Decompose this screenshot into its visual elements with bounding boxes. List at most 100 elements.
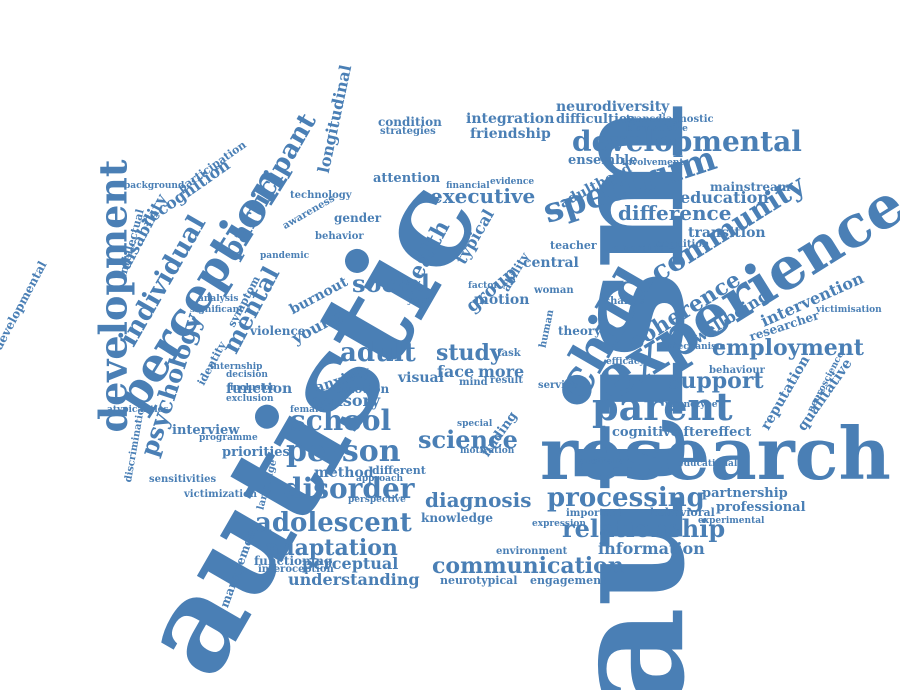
cloud-word-more: more: [478, 362, 525, 381]
cloud-word-knowledge: knowledge: [421, 511, 493, 525]
cloud-word-behavioral: behavioral: [650, 506, 715, 519]
cloud-word-face: face: [437, 362, 475, 381]
cloud-word-approach: approach: [356, 474, 404, 484]
cloud-word-emotion: emotion: [334, 382, 390, 396]
cloud-word-adolescent: adolescent: [255, 508, 412, 538]
cloud-word-partnership: partnership: [702, 486, 788, 501]
cloud-word-neurotypical: neurotypical: [440, 574, 518, 587]
cloud-word-development: development: [90, 159, 136, 433]
cloud-word-evidence: evidence: [490, 177, 535, 187]
cloud-word-woman: woman: [534, 285, 574, 296]
cloud-word-programme: programme: [199, 433, 258, 443]
cloud-word-educational: educational: [678, 459, 738, 469]
cloud-word-result: result: [490, 375, 523, 386]
cloud-word-transition: transition: [688, 225, 766, 241]
cloud-word-internship: internship: [210, 362, 263, 372]
cloud-word-service: service: [538, 380, 578, 391]
cloud-word-visual: visual: [398, 370, 444, 386]
cloud-word-exclusion: exclusion: [226, 394, 274, 404]
cloud-word-task: task: [497, 348, 521, 359]
cloud-word-diagnosis: diagnosis: [425, 488, 532, 512]
cloud-word-experimental: experimental: [698, 516, 765, 526]
cloud-word-factor: factor: [468, 281, 499, 291]
cloud-word-change: change: [604, 296, 645, 307]
cloud-word-social: social: [352, 269, 430, 298]
cloud-word-integration: integration: [466, 111, 555, 127]
cloud-word-sensory: sensory: [312, 391, 381, 410]
cloud-word-method: method: [314, 465, 374, 481]
cloud-word-employment: employment: [712, 335, 864, 361]
cloud-word-environment: environment: [496, 546, 568, 557]
cloud-word-priorities: priorities: [222, 445, 290, 460]
cloud-word-involvement: involvement: [622, 158, 684, 168]
cloud-word-emerging: emerging: [612, 243, 666, 254]
cloud-word-sensitivities: sensitivities: [149, 474, 217, 485]
cloud-word-education: education: [680, 188, 769, 207]
cloud-word-biomedicine: biomedicine: [626, 124, 688, 134]
cloud-word-aftereffect: aftereffect: [675, 425, 752, 440]
cloud-word-behavior: behavior: [315, 231, 364, 242]
cloud-word-condition: condition: [378, 115, 442, 129]
cloud-word-different: different: [372, 464, 426, 477]
cloud-word-year: year: [407, 295, 431, 306]
cloud-word-phenotype: phenotype: [665, 400, 718, 410]
cloud-word-gender: gender: [334, 211, 382, 225]
cloud-word-neurodevelopmental: neurodevelopmental: [0, 258, 50, 388]
cloud-word-atypicalities: atypicalities: [107, 405, 169, 415]
cloud-word-transdiagnostic: transdiagnostic: [626, 114, 714, 125]
cloud-word-adult: adult: [340, 338, 416, 368]
cloud-word-background: background: [124, 181, 185, 191]
cloud-word-female: female: [290, 405, 325, 415]
cloud-word-function: function: [226, 381, 293, 397]
cloud-word-financial: financial: [446, 181, 490, 191]
cloud-word-significant: significant: [190, 305, 244, 315]
cloud-word-expression: expression: [532, 519, 586, 529]
cloud-word-professional: professional: [716, 500, 806, 515]
cloud-word-ensemble: ensemble: [568, 153, 638, 168]
cloud-word-interoception: interoception: [258, 564, 334, 575]
cloud-word-longitudinal: longitudinal: [313, 63, 356, 175]
cloud-word-relationship: relationship: [562, 514, 726, 543]
cloud-word-victimisation: victimisation: [816, 305, 882, 315]
cloud-word-engagement: engagement: [530, 574, 607, 587]
cloud-word-violence: violence: [250, 324, 306, 338]
cloud-word-science: science: [418, 425, 518, 454]
cloud-word-special: special: [457, 419, 493, 429]
cloud-word-perceptual: perceptual: [302, 554, 399, 573]
cloud-word-perspective: perspective: [348, 495, 406, 505]
cloud-word-difficulties: difficulties: [556, 112, 635, 127]
cloud-word-efficacy: efficacy: [606, 357, 645, 367]
cloud-word-cognitive: cognitive: [612, 425, 679, 440]
cloud-word-analysis: analysis: [198, 294, 239, 304]
cloud-word-mainstream: mainstream: [710, 180, 791, 194]
cloud-word-study: study: [436, 340, 503, 366]
cloud-word-mechanism: mechanism: [668, 342, 726, 352]
cloud-word-important: important: [566, 508, 623, 519]
cloud-word-cognition: cognition: [656, 239, 710, 250]
cloud-word-school: school: [290, 404, 392, 437]
cloud-word-functioning: functioning: [254, 554, 333, 568]
cloud-word-difference: difference: [618, 201, 732, 225]
cloud-word-friendship: friendship: [470, 126, 551, 142]
cloud-word-central: central: [523, 255, 579, 271]
cloud-word-teacher: teacher: [550, 239, 597, 252]
cloud-word-support: support: [668, 368, 764, 394]
cloud-word-decision: decision: [226, 370, 268, 380]
cloud-word-strategies: strategies: [380, 126, 436, 137]
cloud-word-neurodiversity: neurodiversity: [556, 99, 670, 115]
cloud-word-motion: motion: [474, 292, 530, 308]
cloud-word-technology: technology: [290, 190, 352, 201]
cloud-word-information: information: [598, 539, 705, 558]
cloud-word-disorder: disorder: [283, 472, 415, 505]
cloud-word-motivation: motivation: [460, 446, 515, 456]
cloud-word-executive: executive: [430, 184, 536, 208]
cloud-word-understanding: understanding: [288, 570, 420, 589]
cloud-word-parent: parent: [592, 384, 733, 429]
cloud-word-mind: mind: [459, 377, 488, 388]
cloud-word-developmental: developmental: [572, 125, 802, 158]
cloud-word-processing: processing: [547, 483, 705, 513]
cloud-word-pandemic: pandemic: [260, 251, 310, 261]
cloud-word-adaptation: adaptation: [265, 535, 398, 561]
cloud-word-inclusion: inclusion: [230, 383, 277, 393]
